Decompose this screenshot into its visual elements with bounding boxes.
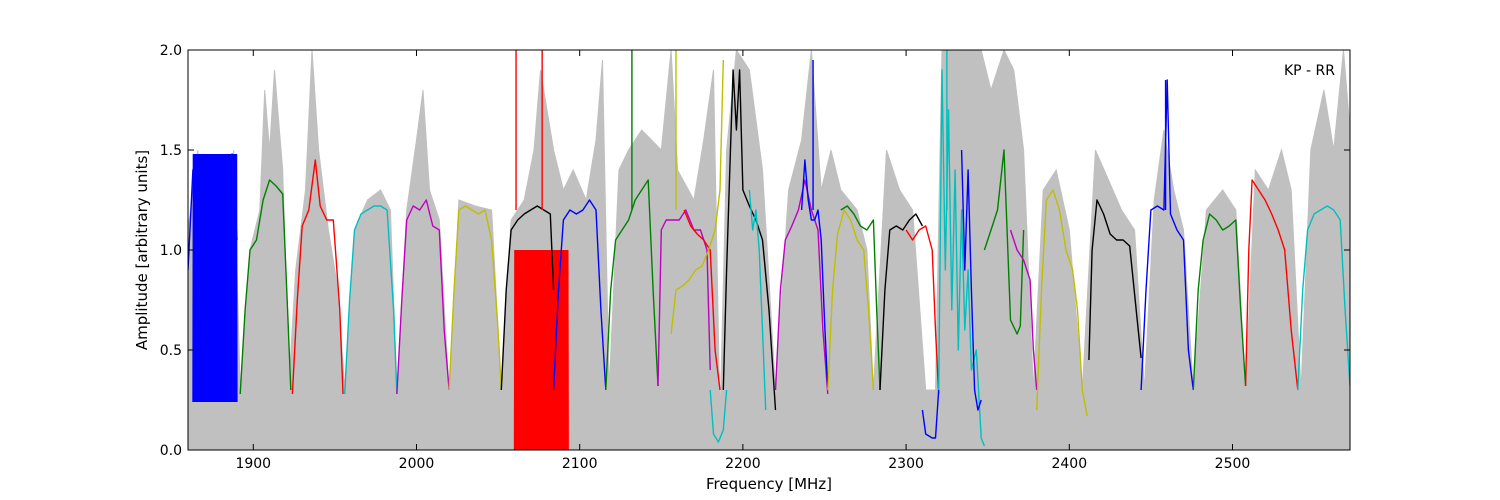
channel-line-18 [840,205,881,391]
channel-line-3 [344,205,398,395]
channel-line-0 [188,153,238,399]
x-tick-label: 1900 [235,456,271,472]
y-axis-label: Amplitude [arbitrary units] [133,150,151,350]
channel-line-11 [670,59,724,335]
y-axis-ticks: 0.0 0.5 1.0 1.5 2.0 [160,43,1350,459]
x-tick-label: 2400 [1051,456,1087,472]
y-tick-label: 1.0 [160,243,182,259]
channel-line-4 [396,199,450,395]
channel-line-5 [448,205,502,391]
channel-line-1 [239,179,292,395]
channel-line-17 [827,209,875,391]
channel-line-21 [921,389,940,439]
y-tick-label: 2.0 [160,43,182,59]
channel-line-7 [552,199,607,391]
channel-line-28 [1140,79,1194,391]
channel-line-13 [722,69,777,411]
plot-area [188,50,1350,450]
noise-band-0 [513,249,569,450]
channel-line-24 [983,149,1025,335]
noise-band-1 [192,153,238,403]
channel-line-25 [1009,229,1038,391]
channel-line-23 [960,149,982,411]
x-tick-label: 2000 [399,456,435,472]
channel-line-31 [1297,205,1350,391]
annotation-label: KP - RR [1284,63,1335,79]
channel-line-20 [905,225,940,395]
channel-line-29 [1192,213,1247,391]
channel-line-14 [748,189,767,411]
channel-line-26 [1036,189,1088,417]
channel-line-15 [774,179,829,395]
channel-line-2 [291,159,344,395]
x-tick-label: 2200 [725,456,761,472]
y-tick-label: 1.5 [160,143,182,159]
channel-line-6 [500,205,555,391]
channel-line-27 [1088,199,1142,361]
y-tick-label: 0.0 [160,443,182,459]
x-tick-label: 2500 [1215,456,1251,472]
channel-line-22 [938,69,986,447]
x-tick-label: 2100 [562,456,598,472]
x-axis-label: Frequency [MHz] [706,475,832,493]
channel-line-19 [879,213,924,391]
channel-line-12 [709,389,728,443]
x-axis-ticks: 1900 2000 2100 2200 2300 2400 2500 [235,50,1250,472]
y-tick-label: 0.5 [160,343,182,359]
x-tick-label: 2300 [888,456,924,472]
channel-line-16 [800,159,829,391]
channel-line-30 [1244,179,1299,391]
channel-line-10 [683,209,721,391]
